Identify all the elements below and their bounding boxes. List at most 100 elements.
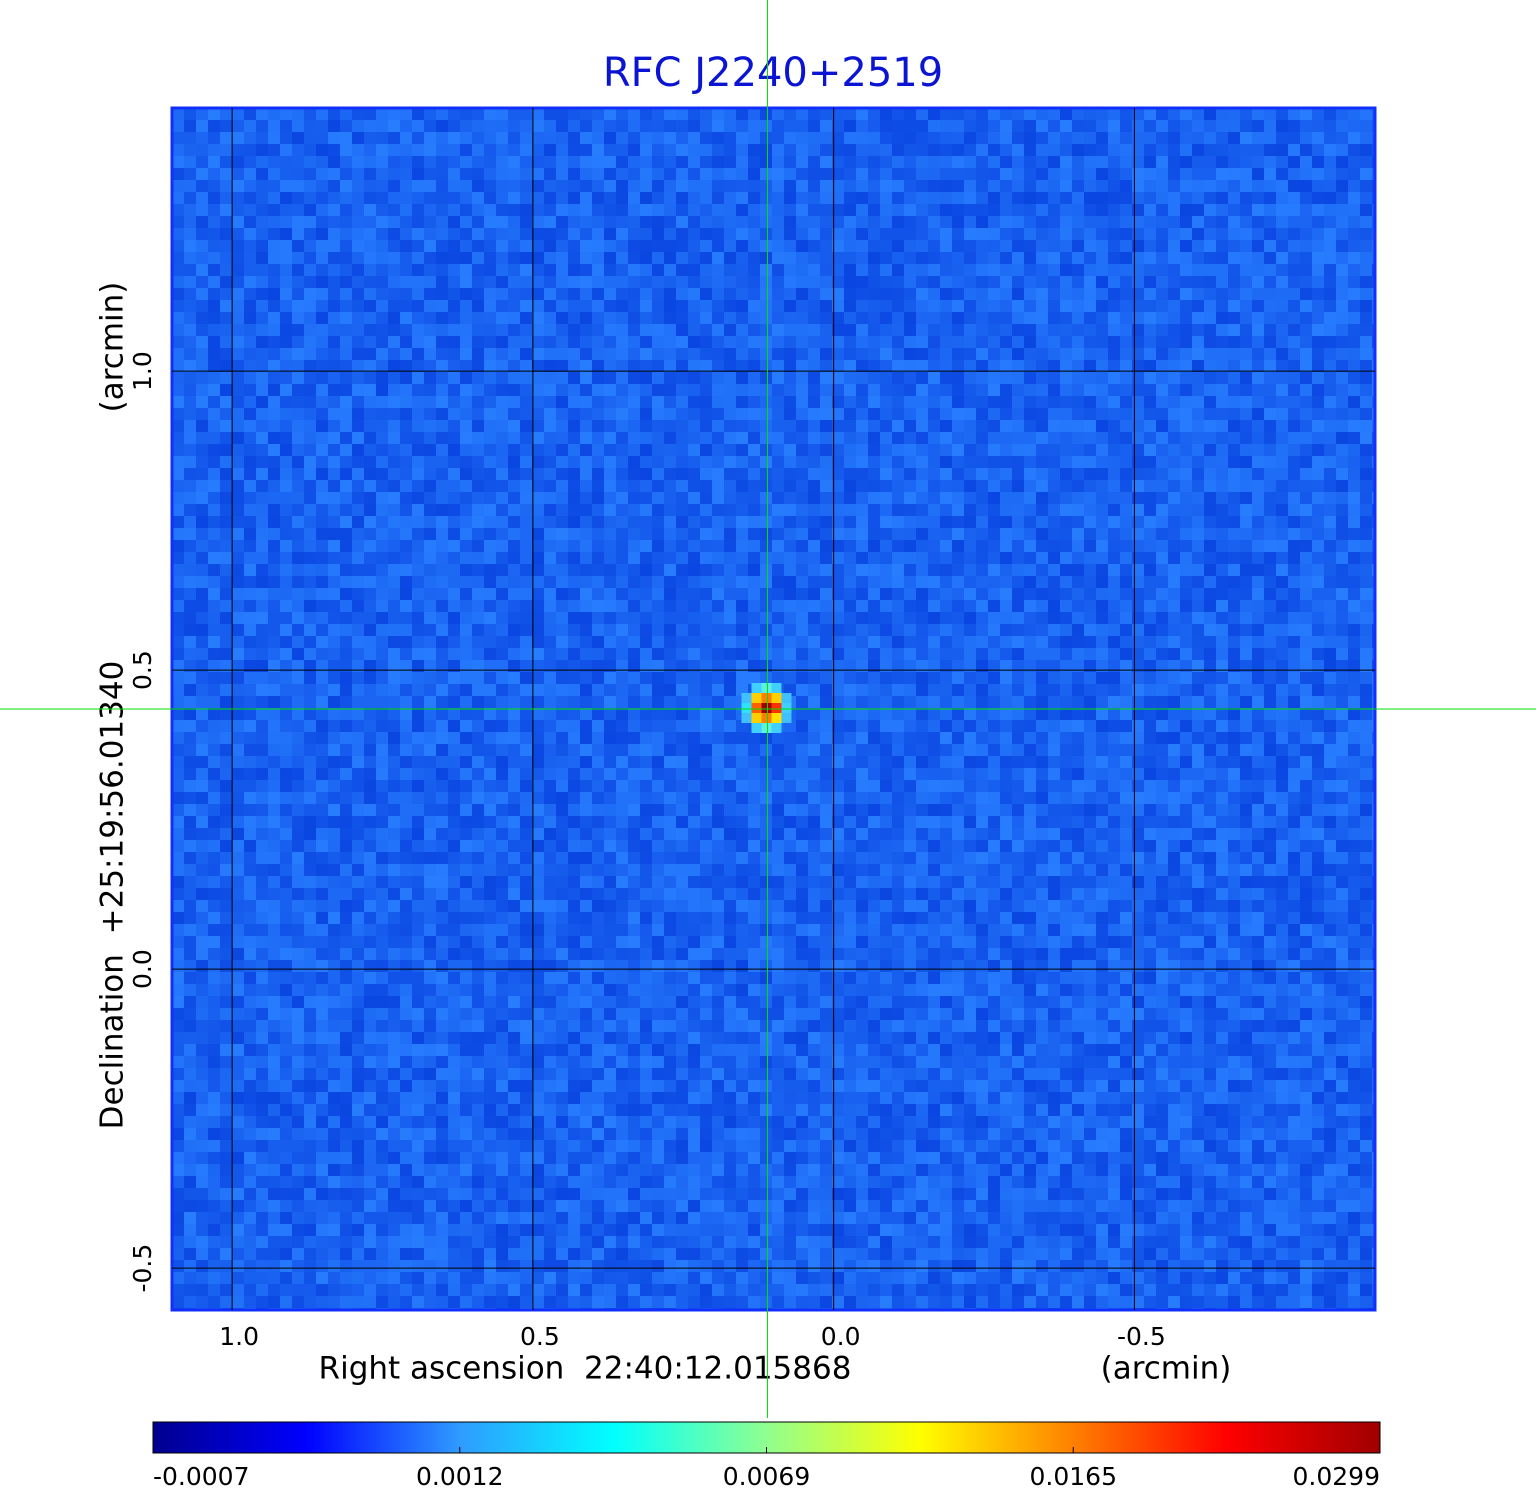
noise-pixel [724,444,736,456]
noise-pixel [1120,264,1132,276]
noise-pixel [364,492,376,504]
noise-pixel [484,516,496,528]
noise-pixel [820,312,832,324]
noise-pixel [724,264,736,276]
noise-pixel [532,228,544,240]
noise-pixel [748,156,760,168]
noise-pixel [1096,672,1108,684]
noise-pixel [196,588,208,600]
noise-pixel [1180,228,1192,240]
noise-pixel [424,192,436,204]
noise-pixel [268,372,280,384]
noise-pixel [976,672,988,684]
noise-pixel [1156,228,1168,240]
noise-pixel [928,144,940,156]
noise-pixel [460,468,472,480]
noise-pixel [1204,168,1216,180]
noise-pixel [340,276,352,288]
noise-pixel [1000,432,1012,444]
noise-pixel [760,612,772,624]
noise-pixel [532,492,544,504]
noise-pixel [1264,348,1276,360]
noise-pixel [928,540,940,552]
noise-pixel [352,600,364,612]
noise-pixel [724,372,736,384]
noise-pixel [208,228,220,240]
noise-pixel [1348,468,1360,480]
noise-pixel [196,396,208,408]
noise-pixel [928,252,940,264]
noise-pixel [688,408,700,420]
noise-pixel [676,696,688,708]
noise-pixel [676,492,688,504]
noise-pixel [772,432,784,444]
noise-pixel [880,504,892,516]
noise-pixel [868,444,880,456]
noise-pixel [1252,312,1264,324]
noise-pixel [1204,372,1216,384]
noise-pixel [964,504,976,516]
noise-pixel [640,228,652,240]
noise-pixel [928,672,940,684]
noise-pixel [220,444,232,456]
noise-pixel [424,456,436,468]
noise-pixel [976,300,988,312]
noise-pixel [304,576,316,588]
noise-pixel [592,216,604,228]
noise-pixel [892,228,904,240]
noise-pixel [592,204,604,216]
noise-pixel [280,348,292,360]
noise-pixel [856,336,868,348]
noise-pixel [868,360,880,372]
noise-pixel [892,576,904,588]
noise-pixel [904,108,916,120]
noise-pixel [1120,360,1132,372]
noise-pixel [1168,288,1180,300]
noise-pixel [280,240,292,252]
noise-pixel [736,192,748,204]
noise-pixel [1108,348,1120,360]
noise-pixel [388,648,400,660]
noise-pixel [1072,288,1084,300]
noise-pixel [376,480,388,492]
noise-pixel [172,288,184,300]
noise-pixel [580,144,592,156]
noise-pixel [892,480,904,492]
noise-pixel [844,204,856,216]
noise-pixel [1216,360,1228,372]
noise-pixel [412,564,424,576]
noise-pixel [208,504,220,516]
noise-pixel [544,168,556,180]
noise-pixel [832,636,844,648]
noise-pixel [664,684,676,696]
noise-pixel [748,672,760,684]
noise-pixel [1108,504,1120,516]
noise-pixel [796,444,808,456]
noise-pixel [676,516,688,528]
noise-pixel [1120,504,1132,516]
noise-pixel [412,228,424,240]
noise-pixel [760,648,772,660]
noise-pixel [604,444,616,456]
noise-pixel [796,132,808,144]
noise-pixel [772,396,784,408]
noise-pixel [1072,636,1084,648]
noise-pixel [1156,540,1168,552]
noise-pixel [460,168,472,180]
noise-pixel [832,348,844,360]
noise-pixel [1300,288,1312,300]
noise-pixel [688,696,700,708]
noise-pixel [1324,156,1336,168]
noise-pixel [724,696,736,708]
noise-pixel [1084,108,1096,120]
noise-pixel [448,576,460,588]
noise-pixel [532,180,544,192]
noise-pixel [1300,588,1312,600]
noise-pixel [784,672,796,684]
noise-pixel [316,348,328,360]
noise-pixel [292,612,304,624]
noise-pixel [316,108,328,120]
noise-pixel [328,564,340,576]
noise-pixel [1144,372,1156,384]
noise-pixel [820,456,832,468]
